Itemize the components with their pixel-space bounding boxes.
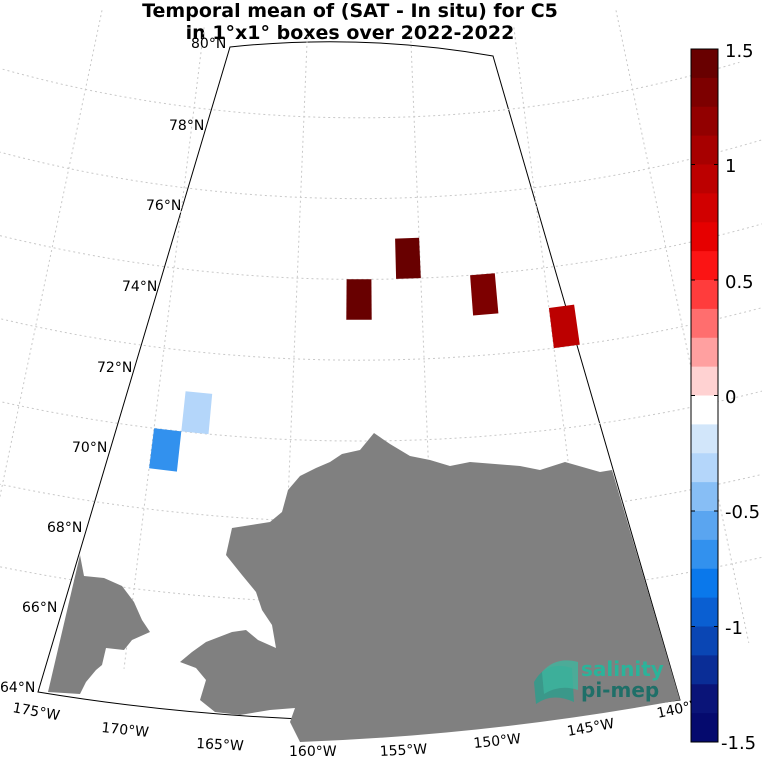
colorbar-ticks xyxy=(691,48,718,743)
colorbar: 1.5 1 0.5 0 -0.5 -1 -1.5 xyxy=(690,41,760,754)
colorbar-label-0: 0 xyxy=(725,387,736,408)
colorbar-band xyxy=(691,49,718,79)
lon-label-145w: 145°W xyxy=(566,716,616,740)
title-line-1: Temporal mean of (SAT - In situ) for C5 xyxy=(142,0,558,22)
lat-label-66: 66°N xyxy=(22,600,57,616)
title-line-2: in 1°x1° boxes over 2022-2022 xyxy=(185,22,515,44)
lat-label-76: 76°N xyxy=(146,198,181,214)
colorbar-band xyxy=(691,366,718,397)
colorbar-bands xyxy=(691,49,718,743)
lat-label-70: 70°N xyxy=(72,440,107,456)
colorbar-band xyxy=(691,684,718,714)
data-boxes xyxy=(149,237,580,472)
colorbar-band xyxy=(691,713,718,743)
colorbar-band xyxy=(691,193,718,223)
colorbar-band xyxy=(691,77,718,108)
chukotka-landmass xyxy=(48,555,150,694)
logo-text-pi-mep: pi-mep xyxy=(581,678,659,702)
colorbar-band xyxy=(691,511,718,541)
colorbar-band xyxy=(691,539,718,570)
parallel-line xyxy=(0,223,762,280)
map-title: Temporal mean of (SAT - In situ) for C5 … xyxy=(0,0,700,44)
lon-label-170w: 170°W xyxy=(101,720,150,741)
colorbar-band xyxy=(691,280,718,310)
lat-label-78: 78°N xyxy=(169,118,204,134)
lat-label-68: 68°N xyxy=(47,520,82,536)
lon-label-155w: 155°W xyxy=(379,742,427,760)
colorbar-label-neg0.5: -0.5 xyxy=(725,502,760,523)
parallel-line xyxy=(0,139,762,200)
lon-label-165w: 165°W xyxy=(196,736,244,754)
colorbar-band xyxy=(691,482,718,512)
parallel-line xyxy=(0,307,762,361)
data-box xyxy=(149,428,182,472)
lon-label-160w: 160°W xyxy=(289,744,337,760)
colorbar-band xyxy=(691,251,718,281)
colorbar-label-1: 1 xyxy=(725,156,736,177)
parallel-line xyxy=(0,61,740,119)
salinity-pi-mep-logo: salinity pi-mep xyxy=(534,657,664,704)
colorbar-band xyxy=(691,135,718,166)
lat-label-64: 64°N xyxy=(0,680,35,696)
data-box xyxy=(548,304,580,349)
colorbar-band xyxy=(691,222,718,252)
data-box xyxy=(181,391,213,435)
data-box xyxy=(395,237,421,279)
colorbar-band xyxy=(691,626,718,656)
logo-text-salinity: salinity xyxy=(581,657,664,681)
colorbar-label-neg1.5: -1.5 xyxy=(721,733,756,754)
colorbar-label-0.5: 0.5 xyxy=(725,272,754,293)
lon-label-150w: 150°W xyxy=(473,731,522,752)
colorbar-band xyxy=(691,655,718,685)
colorbar-band xyxy=(691,337,718,368)
colorbar-band xyxy=(691,106,718,137)
data-box xyxy=(346,279,372,320)
colorbar-band xyxy=(691,453,718,483)
colorbar-band xyxy=(691,568,718,599)
colorbar-band xyxy=(691,164,718,194)
colorbar-band xyxy=(691,308,718,339)
colorbar-band xyxy=(691,424,718,454)
lon-label-175w: 175°W xyxy=(11,700,61,724)
colorbar-label-1.5: 1.5 xyxy=(725,41,754,62)
lat-label-74: 74°N xyxy=(122,279,157,295)
lat-label-72: 72°N xyxy=(97,360,132,376)
colorbar-band xyxy=(691,395,718,425)
colorbar-label-neg1: -1 xyxy=(725,618,743,639)
colorbar-band xyxy=(691,597,718,628)
lat-labels: 80°N 78°N 76°N 74°N 72°N 70°N 68°N 66°N … xyxy=(0,36,226,696)
lat-label-80: 80°N xyxy=(191,36,226,52)
data-box xyxy=(470,273,499,316)
